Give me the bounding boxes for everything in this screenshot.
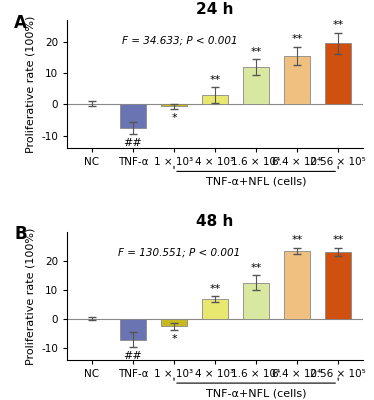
Text: **: ** bbox=[209, 284, 221, 294]
Bar bbox=[79, 318, 105, 319]
Bar bbox=[120, 319, 146, 340]
Text: ##: ## bbox=[123, 351, 142, 361]
Text: ##: ## bbox=[123, 138, 142, 148]
Text: B: B bbox=[14, 225, 27, 243]
Text: TNF-α+NFL (cells): TNF-α+NFL (cells) bbox=[206, 388, 306, 398]
Text: **: ** bbox=[251, 47, 262, 57]
Bar bbox=[325, 252, 352, 319]
Bar bbox=[161, 104, 187, 106]
Bar bbox=[202, 299, 229, 319]
Text: A: A bbox=[14, 14, 27, 32]
Title: 48 h: 48 h bbox=[196, 214, 234, 229]
Text: **: ** bbox=[291, 34, 303, 44]
Text: **: ** bbox=[332, 236, 344, 246]
Bar bbox=[202, 95, 229, 104]
Text: TNF-α+NFL (cells): TNF-α+NFL (cells) bbox=[206, 176, 306, 186]
Y-axis label: Proliferative rate (100%): Proliferative rate (100%) bbox=[26, 16, 36, 153]
Bar bbox=[325, 44, 352, 104]
Text: F = 34.633; P < 0.001: F = 34.633; P < 0.001 bbox=[122, 35, 237, 45]
Text: **: ** bbox=[291, 236, 303, 246]
Title: 24 h: 24 h bbox=[196, 2, 234, 18]
Bar bbox=[284, 251, 310, 319]
Y-axis label: Proliferative rate (100%): Proliferative rate (100%) bbox=[26, 227, 36, 364]
Text: *: * bbox=[171, 113, 177, 123]
Bar bbox=[284, 56, 310, 104]
Text: *: * bbox=[171, 334, 177, 344]
Text: **: ** bbox=[209, 75, 221, 85]
Text: **: ** bbox=[251, 263, 262, 273]
Bar bbox=[161, 319, 187, 326]
Text: **: ** bbox=[332, 20, 344, 30]
Bar bbox=[243, 67, 269, 104]
Bar bbox=[120, 104, 146, 128]
Text: F = 130.551; P < 0.001: F = 130.551; P < 0.001 bbox=[119, 247, 241, 257]
Bar bbox=[243, 283, 269, 319]
